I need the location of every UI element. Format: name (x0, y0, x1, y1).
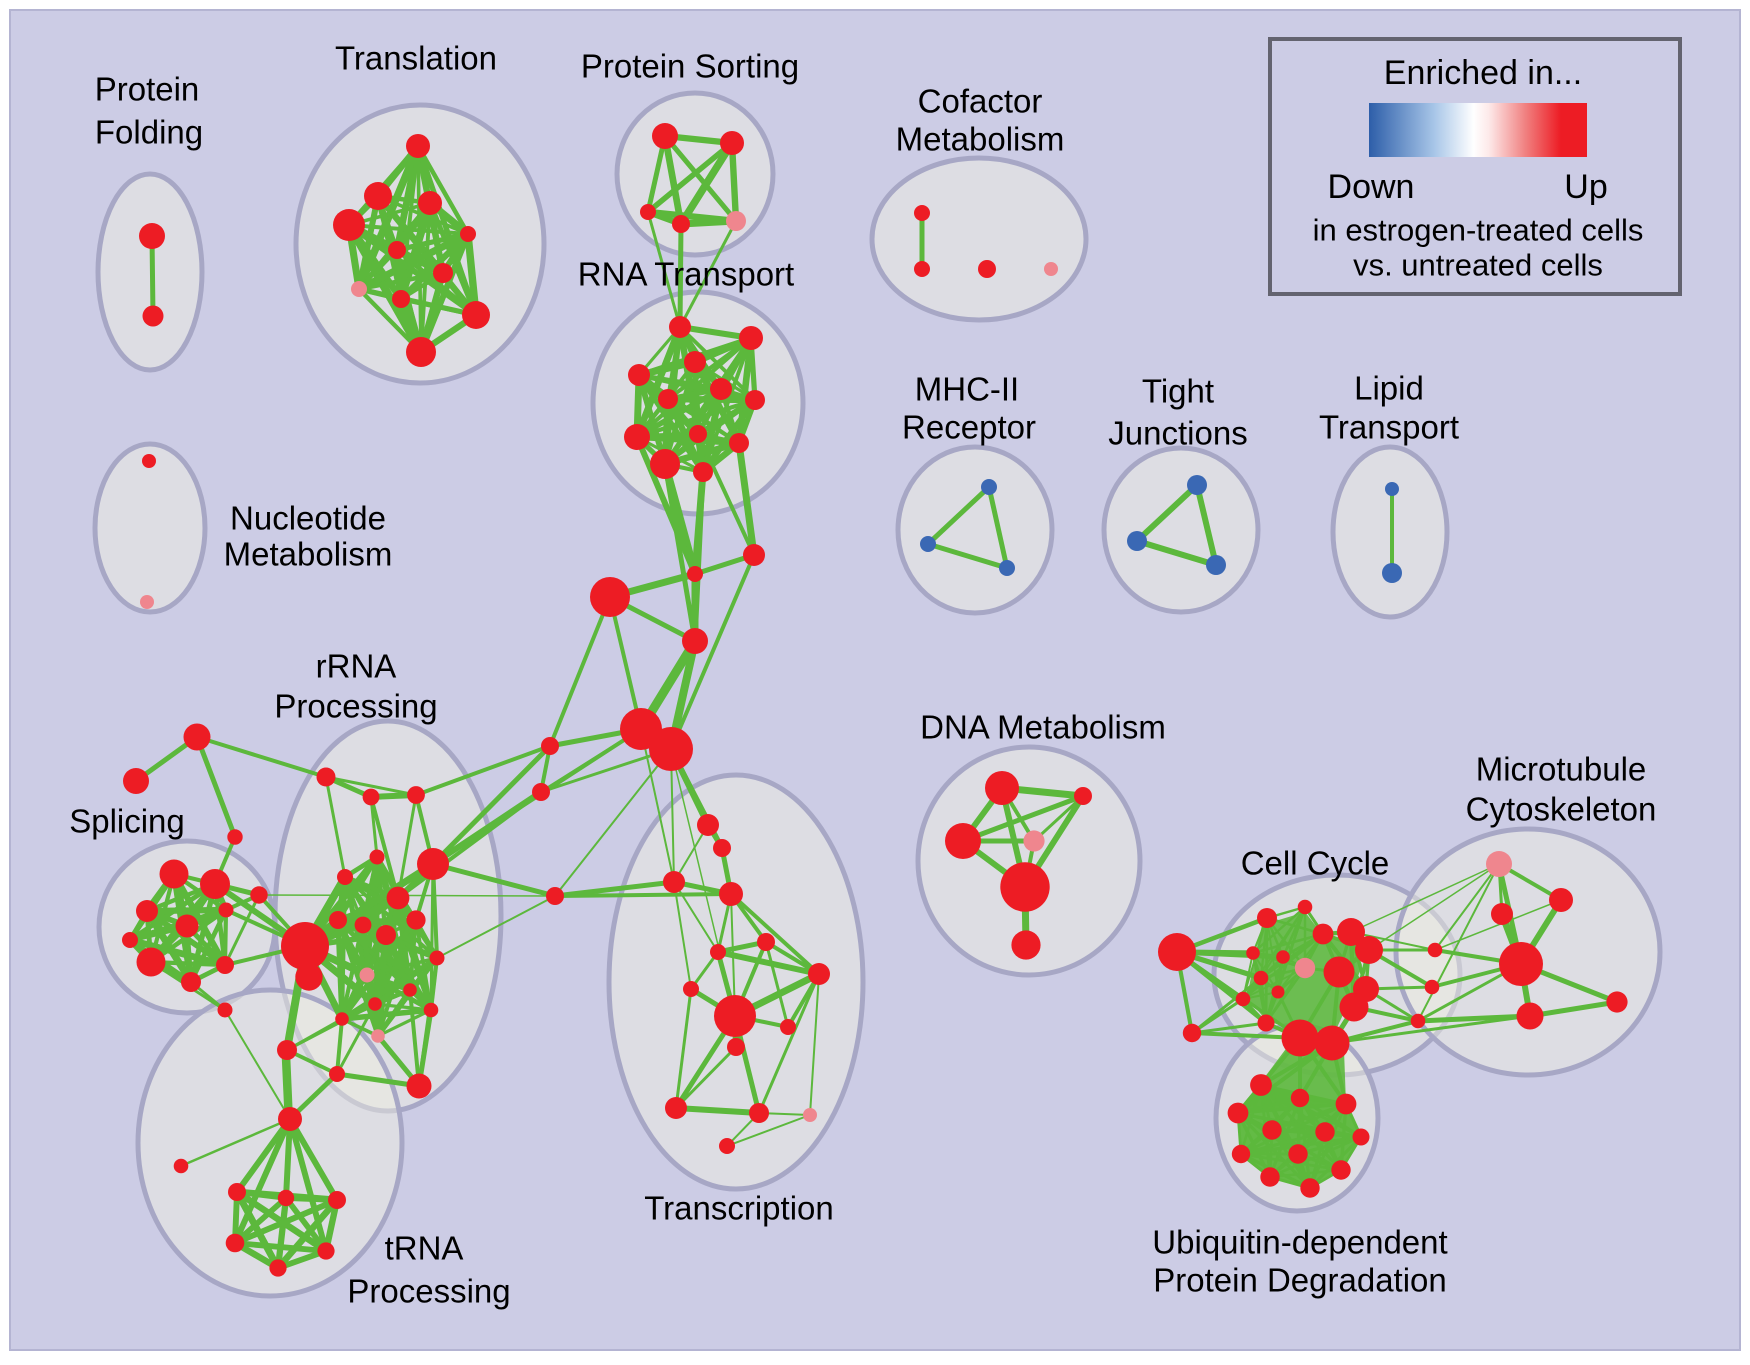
svg-text:Metabolism: Metabolism (896, 121, 1065, 158)
svg-text:Up: Up (1564, 168, 1607, 206)
svg-text:Folding: Folding (95, 114, 203, 151)
svg-text:Protein: Protein (95, 71, 200, 108)
svg-text:Transport: Transport (1319, 409, 1459, 446)
svg-text:Splicing: Splicing (69, 803, 185, 840)
svg-text:tRNA: tRNA (385, 1230, 464, 1267)
svg-text:Translation: Translation (335, 40, 497, 77)
svg-text:Enriched in...: Enriched in... (1384, 54, 1582, 92)
svg-text:Protein Degradation: Protein Degradation (1153, 1262, 1447, 1299)
svg-text:Nucleotide: Nucleotide (230, 500, 386, 537)
svg-text:Processing: Processing (274, 688, 437, 725)
svg-text:MHC-II: MHC-II (915, 371, 1019, 408)
svg-text:vs. untreated cells: vs. untreated cells (1353, 248, 1603, 283)
svg-text:rRNA: rRNA (316, 648, 397, 685)
svg-text:Ubiquitin-dependent: Ubiquitin-dependent (1152, 1224, 1447, 1261)
svg-text:Cofactor: Cofactor (918, 83, 1043, 120)
svg-text:Down: Down (1328, 168, 1415, 206)
svg-text:in estrogen-treated cells: in estrogen-treated cells (1313, 213, 1644, 248)
svg-text:DNA Metabolism: DNA Metabolism (920, 709, 1166, 746)
svg-text:Transcription: Transcription (644, 1190, 834, 1227)
svg-text:Receptor: Receptor (902, 409, 1036, 446)
svg-text:Protein Sorting: Protein Sorting (581, 48, 799, 85)
svg-text:Microtubule: Microtubule (1476, 751, 1647, 788)
svg-text:Tight: Tight (1142, 373, 1214, 410)
svg-text:Cytoskeleton: Cytoskeleton (1466, 791, 1657, 828)
svg-text:Processing: Processing (347, 1273, 510, 1310)
svg-text:Junctions: Junctions (1108, 415, 1247, 452)
svg-text:Lipid: Lipid (1354, 370, 1424, 407)
svg-text:Metabolism: Metabolism (224, 536, 393, 573)
svg-text:RNA Transport: RNA Transport (578, 256, 794, 293)
svg-text:Cell Cycle: Cell Cycle (1241, 845, 1390, 882)
